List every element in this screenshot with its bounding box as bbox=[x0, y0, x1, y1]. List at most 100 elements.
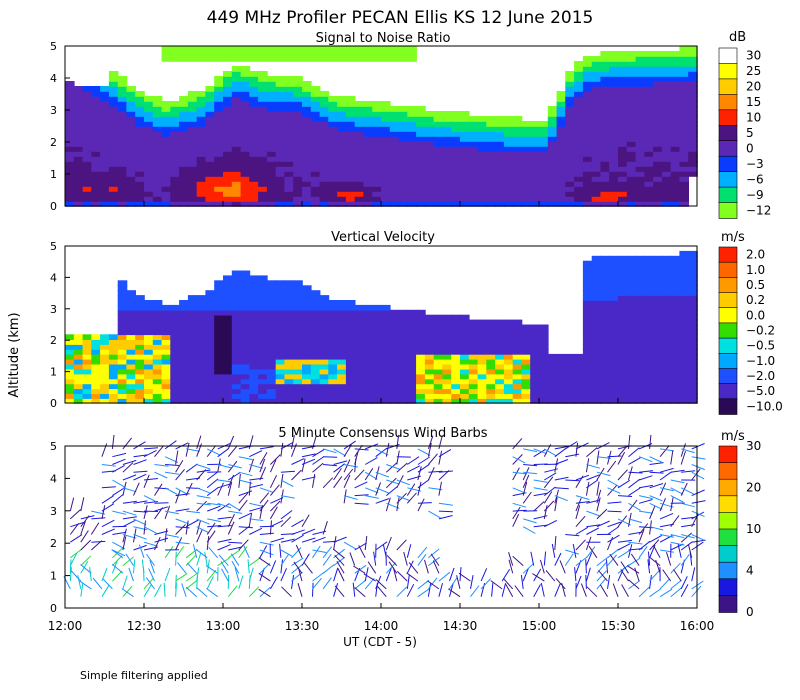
snr-cell bbox=[231, 151, 242, 157]
snr-cell bbox=[293, 181, 303, 187]
snr-cell bbox=[275, 141, 286, 147]
snr-cell bbox=[196, 166, 207, 172]
wind-barb bbox=[617, 568, 625, 582]
velocity-cell bbox=[407, 319, 417, 326]
snr-cell bbox=[258, 56, 268, 62]
wind-barb bbox=[185, 572, 198, 582]
velocity-cell bbox=[293, 383, 303, 390]
snr-cell bbox=[530, 121, 540, 127]
snr-cell bbox=[196, 181, 207, 187]
snr-cell bbox=[91, 196, 101, 202]
velocity-cell bbox=[582, 295, 593, 301]
snr-cell bbox=[565, 81, 575, 87]
velocity-cell bbox=[135, 349, 145, 355]
velocity-cell bbox=[205, 378, 215, 385]
velocity-cell bbox=[644, 295, 654, 301]
velocity-cell bbox=[591, 334, 602, 340]
wind-barb bbox=[376, 585, 387, 598]
wind-barb bbox=[406, 483, 416, 496]
snr-cell bbox=[574, 141, 584, 147]
wind-barb bbox=[89, 567, 92, 582]
velocity-cell bbox=[65, 398, 75, 404]
snr-cell bbox=[65, 116, 75, 122]
wind-barb bbox=[122, 556, 135, 566]
snr-cell bbox=[214, 81, 224, 87]
velocity-cell bbox=[381, 349, 391, 355]
snr-cell bbox=[512, 131, 523, 137]
snr-cell bbox=[565, 201, 575, 207]
velocity-cell bbox=[424, 378, 435, 385]
snr-cell bbox=[214, 131, 224, 137]
velocity-cell bbox=[416, 383, 426, 390]
velocity-cell bbox=[284, 383, 294, 390]
velocity-cell bbox=[688, 319, 698, 326]
velocity-cell bbox=[170, 314, 180, 321]
velocity-cell bbox=[679, 363, 689, 370]
snr-cell bbox=[135, 96, 145, 102]
velocity-cell bbox=[582, 270, 593, 277]
snr-cell bbox=[275, 126, 286, 132]
snr-cell bbox=[609, 131, 619, 137]
snr-cell bbox=[635, 196, 646, 202]
colorbar-swatch bbox=[718, 94, 738, 111]
wind-barb bbox=[691, 567, 696, 582]
velocity-cell bbox=[609, 344, 619, 350]
wind-barb bbox=[365, 487, 379, 494]
wind-barb bbox=[228, 541, 243, 544]
velocity-cell bbox=[451, 378, 461, 385]
snr-cell bbox=[591, 141, 602, 147]
velocity-cell bbox=[310, 383, 321, 390]
snr-cell bbox=[240, 181, 251, 187]
snr-cell bbox=[100, 96, 110, 102]
velocity-cell bbox=[679, 383, 689, 390]
snr-cell bbox=[249, 151, 259, 157]
snr-cell bbox=[530, 176, 540, 182]
snr-cell bbox=[582, 196, 593, 202]
wind-barb bbox=[175, 572, 188, 582]
snr-cell bbox=[179, 156, 189, 162]
wind-barb bbox=[565, 453, 580, 458]
snr-cell bbox=[679, 176, 689, 182]
velocity-cell bbox=[381, 324, 391, 331]
velocity-cell bbox=[223, 358, 233, 365]
velocity-cell bbox=[591, 260, 602, 267]
velocity-cell bbox=[240, 295, 251, 301]
snr-cell bbox=[231, 156, 242, 162]
wind-barb bbox=[112, 547, 123, 559]
wind-barb bbox=[238, 456, 253, 461]
wind-barb bbox=[227, 585, 238, 598]
velocity-cell bbox=[530, 324, 540, 331]
velocity-cell bbox=[117, 319, 128, 326]
velocity-cell bbox=[626, 319, 637, 326]
velocity-cell bbox=[196, 398, 207, 404]
wind-barb bbox=[343, 440, 356, 450]
snr-cell bbox=[609, 141, 619, 147]
snr-cell bbox=[144, 126, 154, 132]
velocity-cell bbox=[609, 358, 619, 365]
velocity-cell bbox=[618, 290, 628, 296]
velocity-cell bbox=[626, 309, 637, 316]
wind-barb bbox=[133, 454, 148, 458]
snr-cell bbox=[398, 176, 409, 182]
wind-barb bbox=[175, 582, 177, 597]
velocity-cell bbox=[205, 373, 215, 380]
snr-cell bbox=[100, 136, 110, 142]
snr-cell bbox=[644, 201, 654, 207]
velocity-cell bbox=[635, 275, 646, 282]
snr-cell bbox=[389, 176, 400, 182]
snr-cell bbox=[363, 121, 373, 127]
wind-barb bbox=[175, 450, 179, 465]
snr-cell bbox=[460, 201, 470, 207]
velocity-cell bbox=[653, 270, 663, 277]
snr-cell bbox=[398, 141, 409, 147]
wind-barb bbox=[259, 586, 271, 598]
colorbar-swatch bbox=[718, 140, 738, 157]
velocity-cell bbox=[416, 314, 426, 321]
velocity-cell bbox=[618, 275, 628, 282]
snr-cell bbox=[284, 91, 294, 97]
wind-barb bbox=[417, 546, 428, 559]
velocity-cell bbox=[530, 368, 540, 375]
snr-cell bbox=[179, 46, 189, 52]
velocity-cell bbox=[179, 339, 189, 345]
snr-cell bbox=[530, 201, 540, 207]
